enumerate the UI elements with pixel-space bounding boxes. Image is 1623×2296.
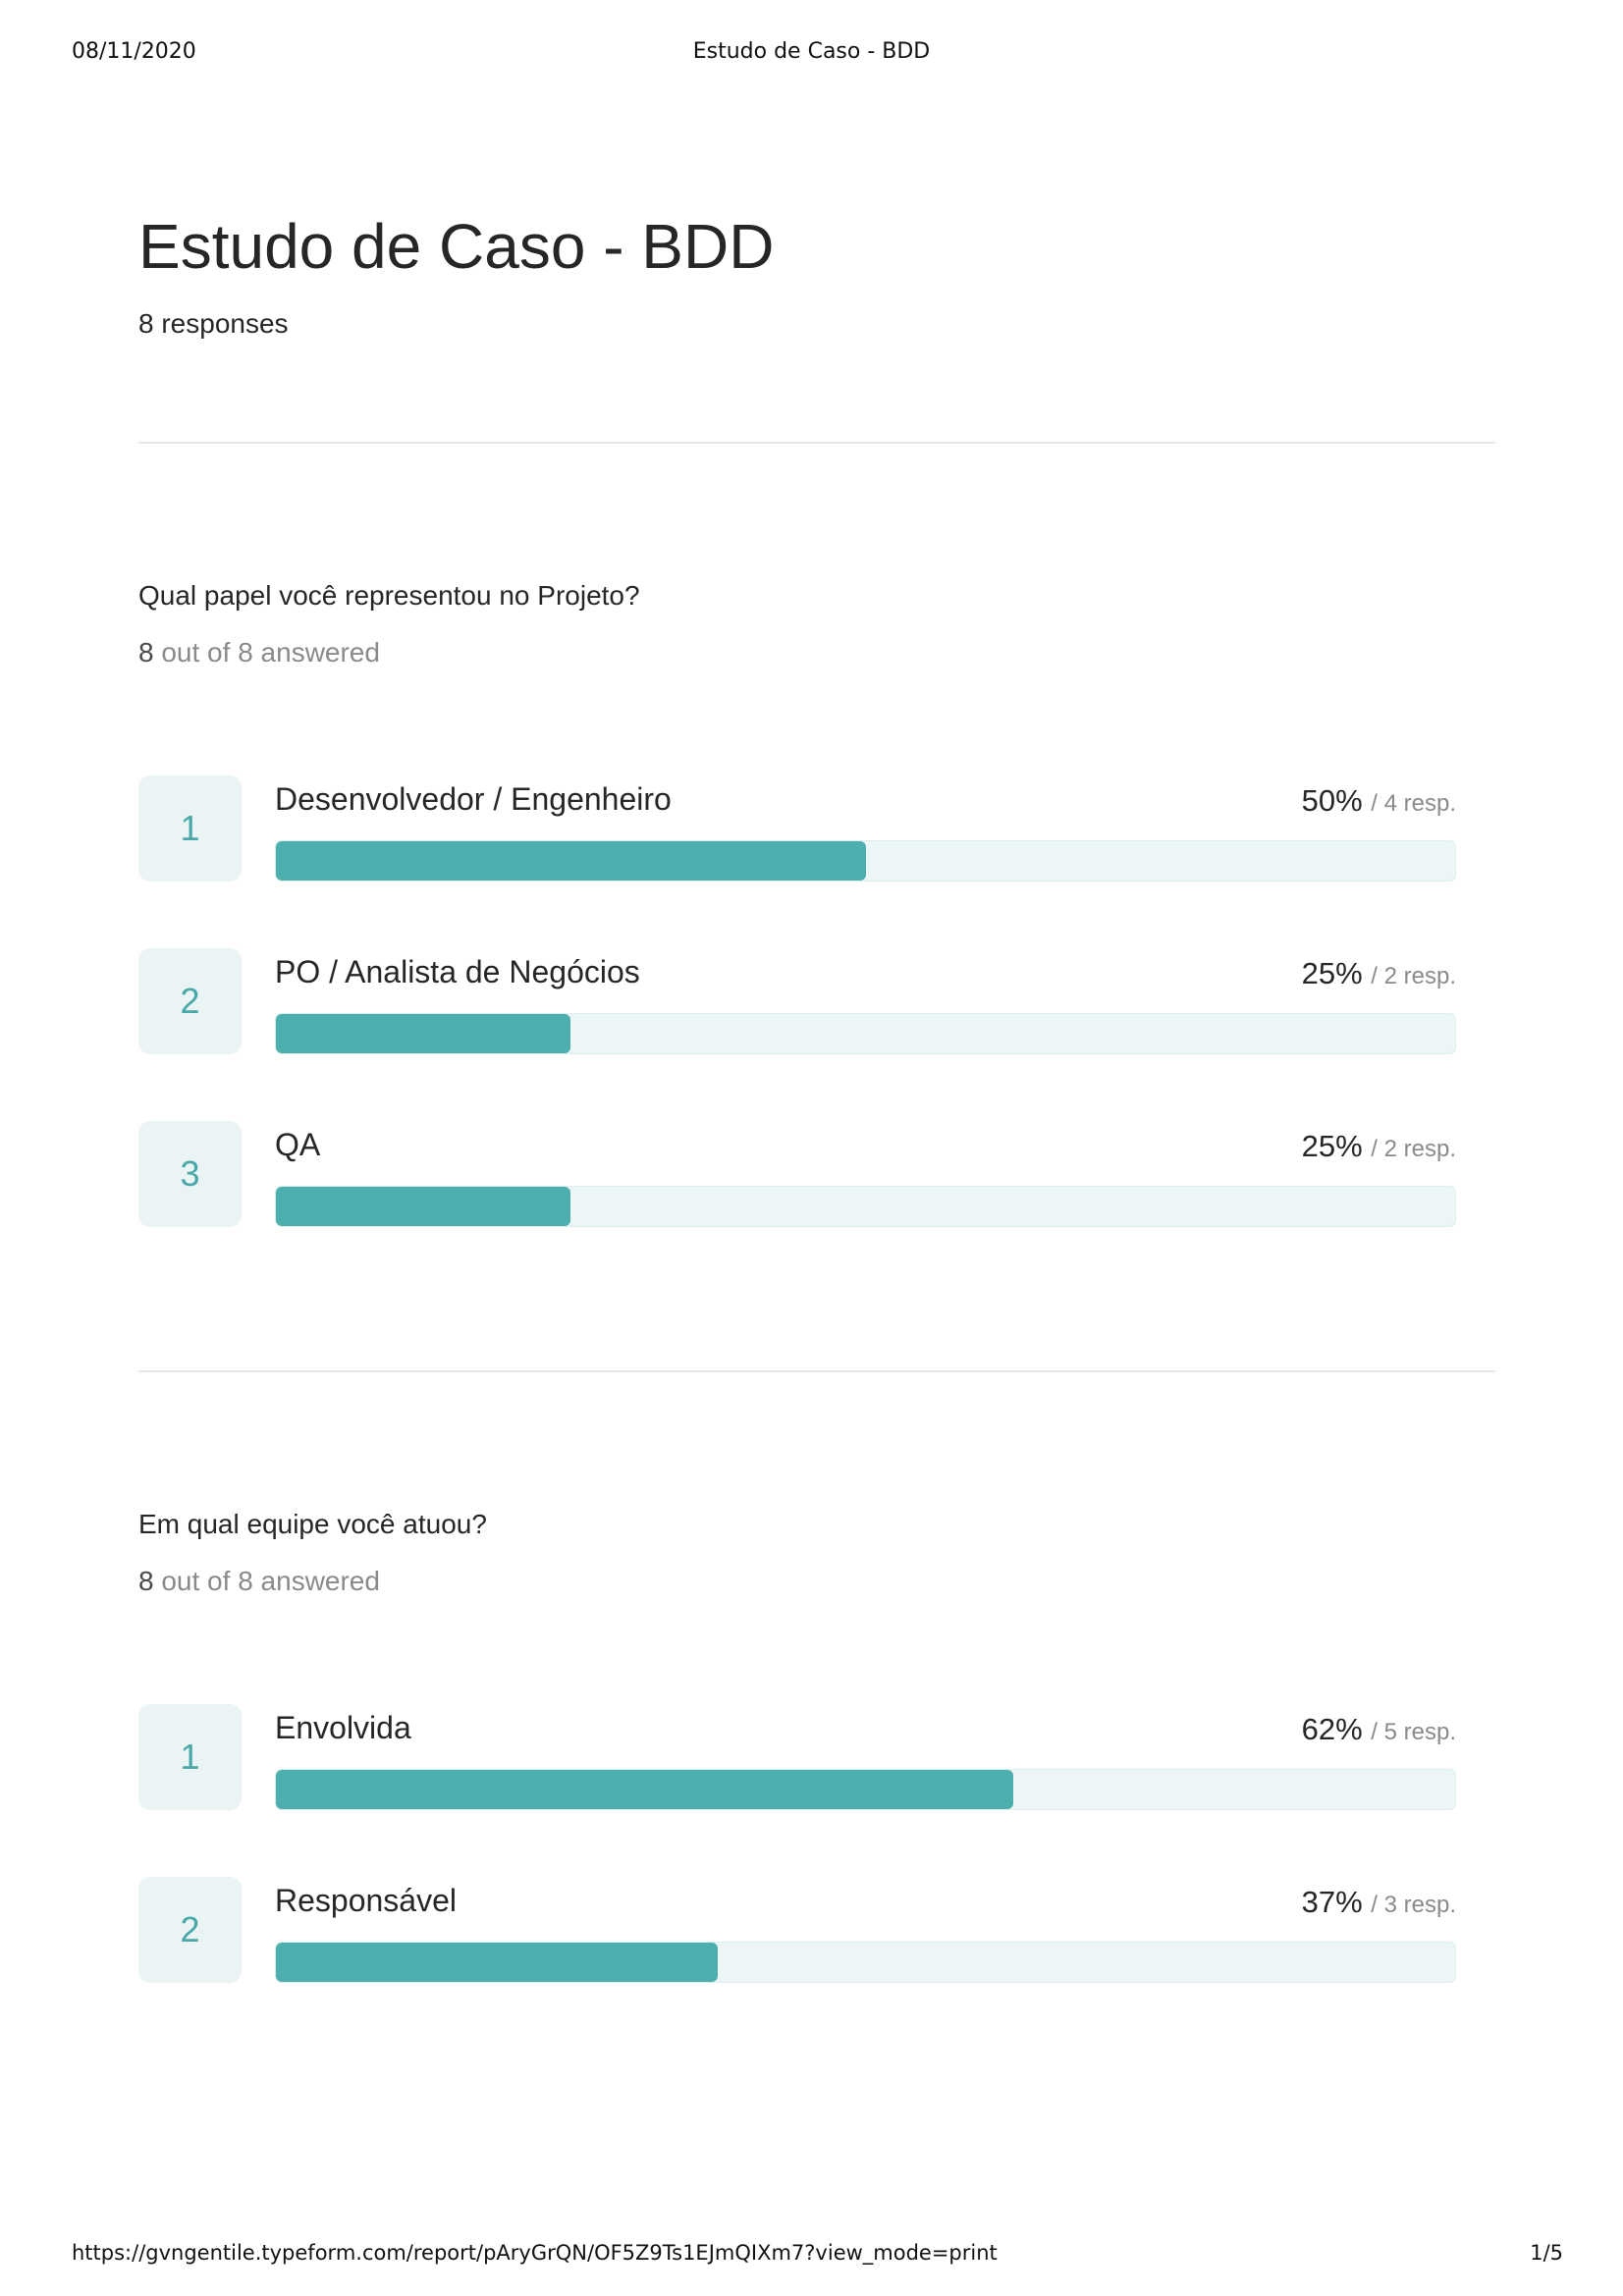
option-label: Responsável (275, 1883, 457, 1918)
print-document-title: Estudo de Caso - BDD (692, 39, 931, 64)
options-list: 1 Desenvolvedor / Engenheiro 50% / 4 res… (138, 775, 1495, 1227)
option-percent: 50% (1301, 783, 1363, 818)
option-bar-track (275, 1186, 1456, 1227)
option-index: 2 (138, 948, 242, 1054)
print-url: https://gvngentile.typeform.com/report/p… (72, 2241, 998, 2265)
option-stats: 25% / 2 resp. (1302, 954, 1456, 996)
option-row: 3 QA 25% / 2 resp. (138, 1121, 1495, 1227)
option-label: QA (275, 1127, 321, 1162)
option-index: 2 (138, 1877, 242, 1983)
question-block: Qual papel você representou no Projeto? … (138, 579, 1495, 1294)
option-stats: 37% / 3 resp. (1302, 1883, 1456, 1925)
option-bar-fill (276, 841, 866, 881)
option-percent: 25% (1301, 1129, 1363, 1163)
option-percent: 62% (1301, 1712, 1363, 1746)
option-row: 2 Responsável 37% / 3 resp. (138, 1877, 1495, 1983)
responses-count: 8 responses (138, 308, 289, 339)
option-resp-count: / 2 resp. (1371, 963, 1456, 989)
option-resp-count: / 3 resp. (1371, 1892, 1456, 1918)
question-block: Em qual equipe você atuou? 8 out of 8 an… (138, 1508, 1495, 2050)
option-bar-track (275, 1013, 1456, 1054)
question-title: Qual papel você representou no Projeto? (138, 580, 640, 611)
option-stats: 50% / 4 resp. (1302, 781, 1456, 824)
option-index: 1 (138, 1704, 242, 1810)
option-bar-track (275, 1942, 1456, 1983)
answered-count: 8 (138, 637, 154, 667)
section-divider (138, 1370, 1495, 1372)
option-bar-fill (276, 1943, 719, 1982)
page-number: 1/5 (1530, 2241, 1563, 2265)
option-row: 1 Desenvolvedor / Engenheiro 50% / 4 res… (138, 775, 1495, 881)
option-stats: 62% / 5 resp. (1302, 1710, 1456, 1752)
option-resp-count: / 2 resp. (1371, 1136, 1456, 1162)
option-bar-track (275, 1769, 1456, 1810)
option-label: Envolvida (275, 1710, 411, 1745)
answered-suffix: out of 8 answered (153, 1566, 380, 1596)
answered-summary: 8 out of 8 answered (138, 1565, 1495, 1598)
option-percent: 37% (1301, 1885, 1363, 1919)
option-label: Desenvolvedor / Engenheiro (275, 781, 672, 817)
print-date: 08/11/2020 (72, 39, 196, 64)
option-index: 1 (138, 775, 242, 881)
option-bar-fill (276, 1770, 1013, 1809)
print-header: 08/11/2020 Estudo de Caso - BDD (0, 39, 1623, 69)
section-divider (138, 442, 1495, 444)
option-row: 1 Envolvida 62% / 5 resp. (138, 1704, 1495, 1810)
option-stats: 25% / 2 resp. (1302, 1127, 1456, 1169)
option-resp-count: / 5 resp. (1371, 1719, 1456, 1745)
option-index: 3 (138, 1121, 242, 1227)
question-title: Em qual equipe você atuou? (138, 1509, 487, 1539)
option-bar-track (275, 840, 1456, 881)
report-title: Estudo de Caso - BDD (138, 211, 775, 282)
option-resp-count: / 4 resp. (1371, 790, 1456, 817)
option-percent: 25% (1301, 956, 1363, 990)
answered-count: 8 (138, 1566, 154, 1596)
option-row: 2 PO / Analista de Negócios 25% / 2 resp… (138, 948, 1495, 1054)
option-bar-fill (276, 1187, 571, 1226)
option-bar-fill (276, 1014, 571, 1053)
options-list: 1 Envolvida 62% / 5 resp. 2 Responsável … (138, 1704, 1495, 1983)
answered-summary: 8 out of 8 answered (138, 636, 1495, 669)
option-label: PO / Analista de Negócios (275, 954, 640, 989)
answered-suffix: out of 8 answered (153, 637, 380, 667)
